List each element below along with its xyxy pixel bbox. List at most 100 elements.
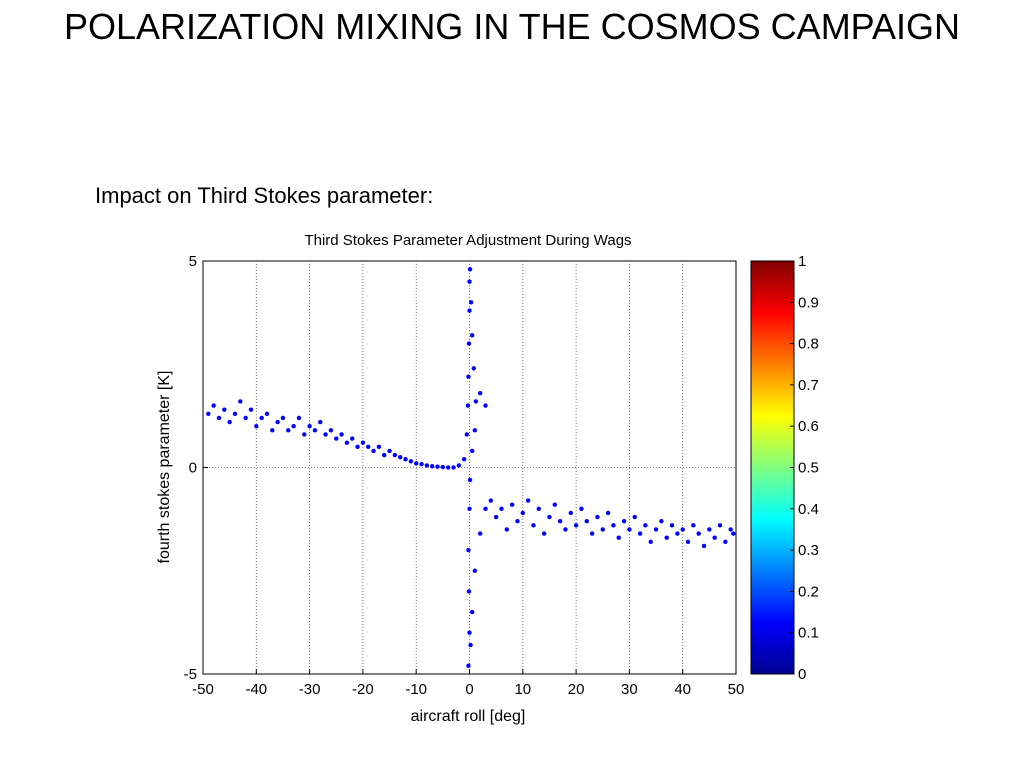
x-tick-label: -10 — [405, 681, 427, 698]
scatter-point — [611, 523, 616, 528]
scatter-point — [371, 448, 376, 454]
colorbar-ticks: 0 0.1 0.2 0.3 0.4 0.5 0.6 0.7 0.8 0.9 1 — [790, 253, 819, 683]
scatter-point — [222, 407, 227, 412]
scatter-point — [467, 308, 472, 313]
scatter-point — [659, 518, 664, 524]
scatter-point — [216, 415, 222, 421]
colorbar-tick-label: 0.5 — [798, 460, 819, 477]
scatter-point — [504, 527, 510, 532]
scatter-point — [456, 463, 462, 468]
scatter-point — [350, 436, 355, 441]
scatter-point — [466, 589, 472, 594]
x-tick-label: 40 — [674, 681, 691, 698]
scatter-point — [360, 440, 366, 445]
x-tick-label: -50 — [192, 681, 214, 698]
scatter-point — [712, 535, 717, 540]
scatter-point — [398, 454, 403, 460]
scatter-point — [206, 411, 211, 417]
scatter-point — [728, 527, 733, 532]
scatter-point — [376, 444, 382, 450]
scatter-point — [520, 510, 525, 516]
x-tick-label: -20 — [352, 681, 374, 698]
scatter-point — [424, 463, 430, 468]
scatter-point — [296, 415, 302, 421]
scatter-point — [467, 267, 473, 272]
scatter-point — [472, 428, 478, 433]
scatter-point — [616, 535, 621, 540]
x-axis-ticks: -50 -40 -30 -20 -10 0 10 20 30 40 50 — [192, 669, 744, 698]
scatter-point — [227, 419, 232, 425]
scatter-point — [211, 403, 216, 408]
scatter-point — [701, 543, 707, 549]
scatter-point — [334, 436, 339, 441]
scatter-point — [584, 518, 589, 524]
scatter-point — [632, 514, 637, 520]
scatter-point — [637, 531, 643, 536]
scatter-point — [605, 510, 611, 516]
scatter-point — [643, 523, 648, 528]
scatter-point — [238, 399, 243, 404]
colorbar-tick-label: 0.7 — [798, 377, 819, 394]
scatter-point — [541, 531, 547, 536]
scatter-point — [563, 527, 568, 532]
scatter-point — [419, 461, 424, 467]
scatter-point — [275, 419, 280, 425]
scatter-point — [355, 444, 360, 450]
scatter-point — [589, 531, 595, 536]
scatter-point — [691, 523, 696, 528]
scatter-point — [696, 531, 701, 536]
x-tick-label: -30 — [299, 681, 321, 698]
colorbar-tick-label: 0 — [798, 666, 806, 683]
scatter-point — [685, 539, 691, 545]
scatter-point — [573, 523, 579, 528]
scatter-point — [536, 506, 541, 511]
scatter-point — [664, 535, 669, 540]
colorbar-tick-label: 0.3 — [798, 542, 819, 559]
scatter-point — [339, 432, 344, 437]
scatter-point — [471, 366, 476, 371]
scatter-point — [467, 506, 472, 511]
scatter-point — [264, 411, 270, 417]
scatter-point — [483, 506, 488, 511]
scatter-point — [312, 428, 318, 433]
scatter-point — [595, 514, 600, 520]
scatter-point — [468, 300, 474, 305]
colorbar-tick-label: 0.2 — [798, 583, 819, 600]
scatter-point — [382, 452, 387, 458]
y-tick-label: 0 — [189, 460, 197, 477]
scatter-point — [328, 428, 334, 433]
scatter-point — [509, 502, 515, 507]
x-axis-label: aircraft roll [deg] — [411, 708, 526, 725]
scatter-point — [445, 465, 451, 470]
scatter-point — [675, 531, 680, 536]
scatter-point — [414, 461, 419, 466]
scatter-point — [525, 498, 531, 503]
scatter-point — [568, 510, 573, 516]
scatter-point — [307, 424, 312, 429]
scatter-point — [392, 452, 398, 458]
y-axis-label: fourth stokes parameter [K] — [156, 371, 173, 564]
scatter-point — [499, 506, 504, 511]
scatter-point — [466, 374, 471, 379]
y-tick-label: -5 — [184, 666, 197, 683]
scatter-point — [344, 440, 350, 445]
scatter-point — [707, 527, 712, 532]
grid-lines — [203, 261, 736, 674]
scatter-point — [472, 568, 478, 573]
x-tick-label: 0 — [465, 681, 473, 698]
slide-title: POLARIZATION MIXING IN THE COSMOS CAMPAI… — [63, 6, 961, 47]
scatter-point — [465, 403, 471, 408]
scatter-point — [469, 448, 475, 454]
scatter-points — [206, 267, 736, 668]
scatter-point — [547, 514, 552, 520]
scatter-point — [477, 390, 483, 396]
scatter-point — [653, 527, 659, 532]
scatter-point — [232, 411, 238, 417]
slide-subtitle: Impact on Third Stokes parameter: — [95, 183, 434, 208]
scatter-point — [286, 428, 291, 433]
scatter-point — [493, 514, 499, 520]
colorbar — [750, 260, 795, 675]
scatter-point — [621, 518, 627, 524]
scatter-point — [723, 539, 728, 545]
scatter-point — [469, 333, 475, 338]
